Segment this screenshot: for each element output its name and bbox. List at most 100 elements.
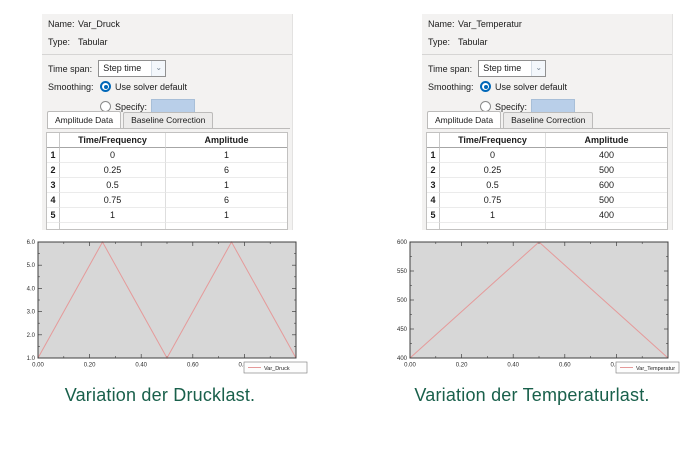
x-tick-label: 0.00: [404, 363, 416, 369]
y-tick-label: 4.0: [27, 286, 36, 292]
type-row: Type: Tabular: [428, 37, 668, 47]
radio-use-solver-default-label: Use solver default: [495, 81, 568, 92]
chevron-down-icon: ⌄: [531, 61, 546, 76]
time-span-row: Time span: Step time ⌄: [428, 60, 668, 77]
amplitude-cell[interactable]: 6: [166, 193, 287, 208]
name-label: Name:: [48, 19, 75, 29]
amplitude-cell[interactable]: 500: [546, 163, 667, 178]
type-value: Tabular: [458, 37, 488, 47]
amplitude-cell[interactable]: 400: [546, 148, 667, 163]
table-row: 4 0.75 6: [47, 193, 287, 208]
specify-row: Specify:: [428, 99, 668, 114]
time-cell[interactable]: 0: [440, 148, 546, 163]
x-tick-label: 0.00: [32, 363, 44, 369]
amplitude-cell[interactable]: 1: [166, 208, 287, 223]
row-number-cell: 4: [427, 193, 440, 208]
smoothing-label: Smoothing:: [428, 81, 474, 92]
column-header-time-frequency: Time/Frequency: [60, 133, 166, 148]
tab-amplitude-data[interactable]: Amplitude Data: [427, 111, 502, 128]
amplitude-cell[interactable]: 6: [166, 163, 287, 178]
time-cell[interactable]: 0.5: [440, 178, 546, 193]
legend-label: Var_Druck: [264, 366, 290, 372]
amplitude-cell[interactable]: 500: [546, 193, 667, 208]
row-number-cell: 3: [427, 178, 440, 193]
time-cell[interactable]: 0.75: [60, 193, 166, 208]
tab-amplitude-data[interactable]: Amplitude Data: [47, 111, 122, 128]
tab-bar: Amplitude Data Baseline Correction: [427, 111, 670, 129]
amplitude-table: Time/Frequency Amplitude 1 0 400 2 0.25 …: [426, 132, 668, 230]
amplitude-dialog-druck: Name: Var_Druck Type: Tabular Time span:…: [42, 14, 293, 230]
figure-caption-temperatur: Variation der Temperaturlast.: [414, 385, 650, 405]
tab-baseline-correction[interactable]: Baseline Correction: [123, 112, 214, 128]
x-tick-label: 0.60: [559, 363, 571, 369]
row-number-cell: 4: [47, 193, 60, 208]
row-number-cell: 2: [47, 163, 60, 178]
time-cell[interactable]: 0.75: [440, 193, 546, 208]
y-tick-label: 6.0: [27, 240, 36, 246]
name-row: Name: Var_Temperatur: [428, 19, 668, 29]
row-number-cell: 2: [427, 163, 440, 178]
figure-caption-druck: Variation der Drucklast.: [64, 385, 256, 405]
y-tick-label: 3.0: [27, 310, 36, 316]
name-value: Var_Druck: [78, 19, 120, 29]
type-row: Type: Tabular: [48, 37, 288, 47]
plot-border: [37, 241, 297, 359]
smoothing-row: Smoothing: Use solver default: [428, 81, 668, 92]
column-header-time-frequency: Time/Frequency: [440, 133, 546, 148]
table-row: 1 0 400: [427, 148, 667, 163]
row-number-cell: 1: [47, 148, 60, 163]
y-tick-label: 5.0: [27, 263, 36, 269]
smoothing-label: Smoothing:: [48, 81, 94, 92]
time-cell[interactable]: 1: [440, 208, 546, 223]
amplitude-cell[interactable]: 400: [546, 208, 667, 223]
table-row: 5 1 1: [47, 208, 287, 223]
divider: [42, 54, 292, 55]
time-cell[interactable]: 0.25: [60, 163, 166, 178]
column-header-amplitude: Amplitude: [166, 133, 287, 148]
amplitude-table: Time/Frequency Amplitude 1 0 1 2 0.25 6 …: [46, 132, 288, 230]
name-label: Name:: [428, 19, 455, 29]
tab-baseline-correction[interactable]: Baseline Correction: [503, 112, 594, 128]
amplitude-cell[interactable]: 1: [166, 178, 287, 193]
amplitude-cell[interactable]: 600: [546, 178, 667, 193]
row-number-cell: 1: [427, 148, 440, 163]
table-row: 3 0.5 1: [47, 178, 287, 193]
y-tick-label: 550: [397, 269, 408, 275]
column-header-amplitude: Amplitude: [546, 133, 667, 148]
radio-use-solver-default[interactable]: [100, 81, 111, 92]
time-cell[interactable]: 0.25: [440, 163, 546, 178]
table-header-row: Time/Frequency Amplitude: [47, 133, 287, 148]
table-row: 1 0 1: [47, 148, 287, 163]
time-cell[interactable]: 0.5: [60, 178, 166, 193]
time-cell[interactable]: 0: [60, 148, 166, 163]
x-tick-label: 0.20: [456, 363, 468, 369]
time-span-value: Step time: [483, 63, 522, 73]
time-span-select[interactable]: Step time ⌄: [478, 60, 547, 77]
x-tick-label: 0.40: [507, 363, 519, 369]
time-span-select[interactable]: Step time ⌄: [98, 60, 167, 77]
x-tick-label: 0.20: [84, 363, 96, 369]
row-number-cell: 5: [427, 208, 440, 223]
table-row: 2 0.25 500: [427, 163, 667, 178]
corner-cell: [47, 133, 60, 148]
amplitude-cell[interactable]: 1: [166, 148, 287, 163]
table-row-empty: [427, 223, 667, 229]
x-tick-label: 0.40: [135, 363, 147, 369]
y-tick-label: 1.0: [27, 356, 36, 362]
table-row: 5 1 400: [427, 208, 667, 223]
radio-use-solver-default-label: Use solver default: [115, 81, 188, 92]
y-tick-label: 2.0: [27, 333, 36, 339]
legend-box: [615, 361, 680, 374]
plot-area: [38, 242, 296, 358]
type-label: Type:: [428, 37, 451, 47]
row-number-cell: 5: [47, 208, 60, 223]
legend-label: Var_Temperatur: [636, 366, 675, 372]
table-row-empty: [47, 223, 287, 229]
type-label: Type:: [48, 37, 71, 47]
time-span-label: Time span:: [48, 63, 93, 74]
time-cell[interactable]: 1: [60, 208, 166, 223]
y-tick-label: 500: [397, 298, 408, 304]
radio-use-solver-default[interactable]: [480, 81, 491, 92]
table-row: 3 0.5 600: [427, 178, 667, 193]
table-row: 4 0.75 500: [427, 193, 667, 208]
